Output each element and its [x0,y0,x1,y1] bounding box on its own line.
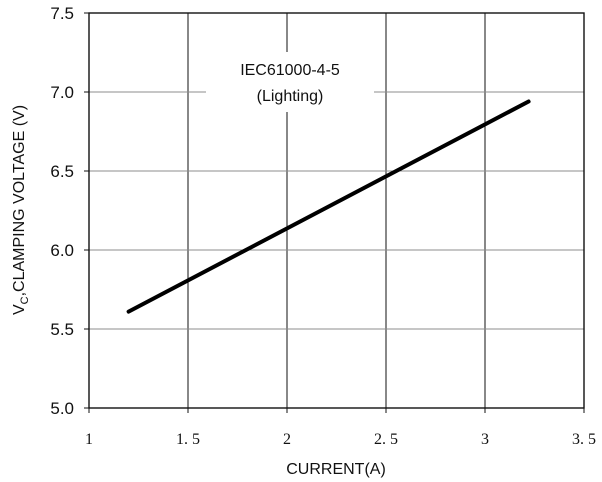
grid-lines [89,13,584,408]
x-tick-label-5: 3 [481,431,489,448]
y-tick-label-1: 5.0 [50,399,74,418]
x-axis-label: CURRENT(A) [286,461,386,478]
annotation-line-1: IEC61000-4-5 [240,62,340,79]
y-axis-label-suffix: ,CLAMPING VOLTAGE (V) [11,105,28,296]
annotation-line-2: (Lighting) [257,88,324,105]
y-tick-label-5: 7.0 [50,83,74,102]
x-tick-label-1: 1 [85,431,93,448]
plot-border [88,12,585,409]
x-tick-label-2: 1. 5 [176,431,200,448]
y-tick-label-4: 6.5 [50,162,74,181]
y-axis-label-prefix: V [11,304,28,315]
x-tick-label-4: 2. 5 [374,431,398,448]
y-axis-label-subscript: C [19,296,31,304]
x-axis-ticks: 1 1. 5 2 2. 5 3 3. 5 [85,408,596,448]
y-axis-label: VC,CLAMPING VOLTAGE (V) [11,105,31,315]
x-tick-label-6: 3. 5 [572,431,596,448]
y-tick-label-6: 7.5 [50,4,74,23]
data-series [126,99,531,314]
x-tick-label-3: 2 [283,431,291,448]
y-axis-ticks: 5.0 5.5 6.0 6.5 7.0 7.5 [50,4,89,418]
y-tick-label-2: 5.5 [50,320,74,339]
y-tick-label-3: 6.0 [50,241,74,260]
annotation-background [206,52,374,112]
series-line-1 [126,99,531,314]
